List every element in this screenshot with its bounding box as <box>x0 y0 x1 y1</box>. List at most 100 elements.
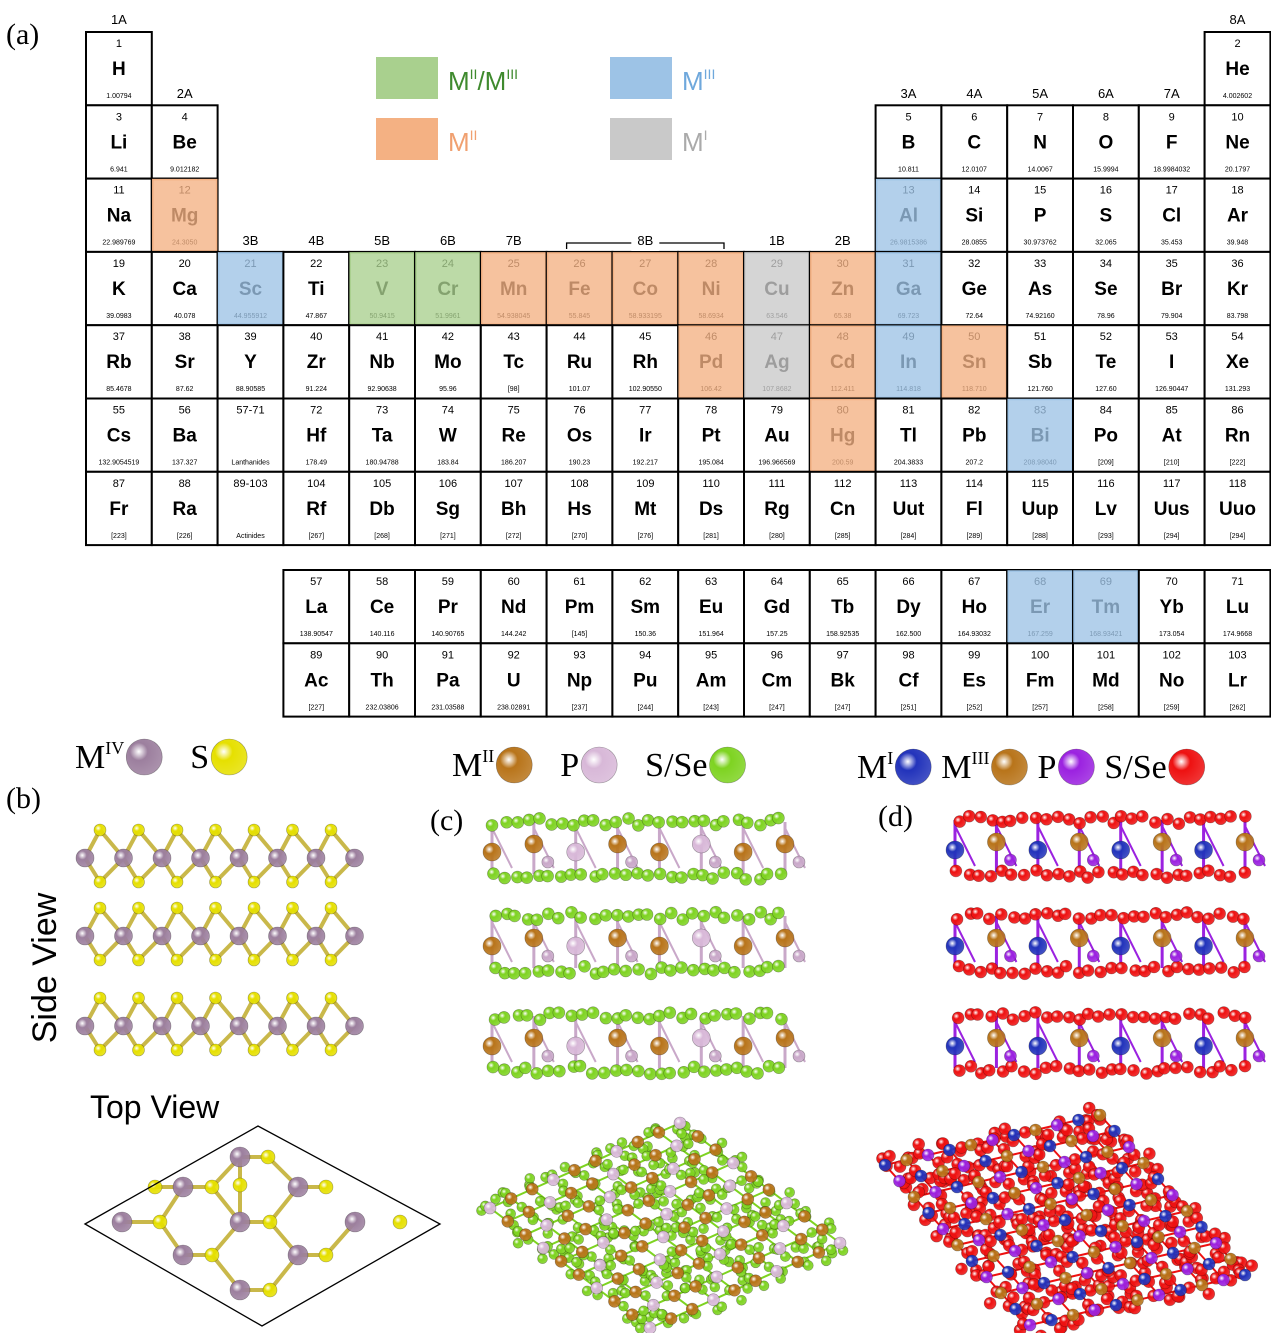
atom <box>286 991 299 1005</box>
atom <box>643 1321 657 1333</box>
atom <box>1195 1220 1208 1234</box>
atomic-number: 38 <box>179 331 191 343</box>
atomic-number: 103 <box>1228 649 1246 661</box>
cell-border <box>216 470 285 547</box>
element-cell: 37 Rb 85.4678 <box>85 324 153 400</box>
atom <box>593 1258 607 1272</box>
atom <box>568 1163 581 1177</box>
atomic-mass: 18.9984032 <box>1153 166 1190 173</box>
element-symbol: Ho <box>962 597 987 618</box>
atom <box>1169 1061 1182 1075</box>
atom <box>560 1200 571 1212</box>
atom <box>1023 1318 1037 1332</box>
element-cell: 44 Ru 101.07 <box>545 324 614 400</box>
atom <box>1015 811 1029 825</box>
side-view-slab <box>75 823 364 889</box>
atom <box>548 1249 560 1260</box>
atom <box>1001 1207 1014 1221</box>
element-symbol: Se <box>1094 279 1117 300</box>
element-cell: 74 W 183.84 <box>414 397 482 473</box>
highlight <box>1073 570 1139 644</box>
atom <box>1252 949 1266 963</box>
atom <box>1042 1228 1056 1242</box>
atom <box>524 928 544 948</box>
element-symbol: F <box>1166 132 1178 153</box>
element-cell: 47Ag107.8682 <box>743 324 811 400</box>
atomic-mass: 30.973762 <box>1024 240 1057 247</box>
atom <box>635 1240 649 1253</box>
panel-label: (d) <box>878 800 913 833</box>
atom <box>772 811 785 825</box>
atom <box>948 1167 962 1180</box>
atomic-number: 15 <box>1034 185 1046 197</box>
atomic-mass: [267] <box>309 533 325 540</box>
atom <box>1073 1229 1086 1243</box>
atom <box>1073 816 1086 830</box>
atomic-number: 85 <box>1166 405 1178 417</box>
element-cell: 29Cu63.546 <box>743 250 811 327</box>
atom <box>728 1283 741 1297</box>
atom <box>1094 965 1107 979</box>
element-symbol: Th <box>370 670 393 691</box>
element-symbol: Cl <box>1162 206 1181 227</box>
atom <box>953 1064 966 1077</box>
atom <box>566 1036 586 1056</box>
atomic-mass: [257] <box>1032 704 1048 711</box>
highlight <box>875 325 942 399</box>
atom <box>1239 810 1252 823</box>
atom <box>1043 1139 1057 1153</box>
atom <box>1109 1240 1122 1254</box>
atom <box>1137 1156 1150 1170</box>
element-cell: 38 Sr 87.62 <box>150 324 219 400</box>
atom <box>675 871 688 884</box>
atomic-mass: 164.93032 <box>958 631 991 638</box>
atom <box>489 961 502 975</box>
atom <box>601 1268 613 1280</box>
highlight <box>546 252 613 325</box>
atom <box>209 875 222 889</box>
atom <box>1237 912 1250 926</box>
atom <box>631 1135 645 1149</box>
atom <box>687 1060 701 1074</box>
atom <box>209 1043 222 1057</box>
atom <box>943 1143 956 1157</box>
atom <box>741 1192 755 1206</box>
atomic-mass: [223] <box>111 533 127 540</box>
element-cell: 10 Ne 20.1797 <box>1203 104 1271 180</box>
atom <box>1004 868 1018 881</box>
atom <box>733 936 753 956</box>
bond <box>658 1021 681 1063</box>
atomic-number: 20 <box>179 258 191 270</box>
atom <box>657 1230 670 1244</box>
atom <box>806 1227 818 1238</box>
atomic-number: 16 <box>1100 185 1112 197</box>
atom <box>653 912 667 926</box>
atom <box>936 1164 949 1178</box>
atom <box>1152 1218 1166 1232</box>
atom <box>676 913 690 926</box>
atom <box>566 936 586 956</box>
group-label: 1B <box>769 233 785 248</box>
atom <box>720 1063 733 1076</box>
atom <box>982 912 996 926</box>
element-cell: 86 Rn [222] <box>1203 397 1271 473</box>
atom <box>172 1176 194 1198</box>
legend-text: M <box>448 127 470 157</box>
element-symbol: Lr <box>1228 670 1248 691</box>
atom <box>318 1247 334 1263</box>
element-cell: 115 Uup [288] <box>1006 470 1075 547</box>
side-view-slab <box>945 1006 1266 1081</box>
atom <box>1058 1213 1072 1227</box>
atom <box>653 867 667 881</box>
element-cell: 97 Bk [247] <box>808 642 877 718</box>
element-symbol: Sm <box>631 597 661 618</box>
group-label: 3A <box>901 86 917 101</box>
atom <box>742 1283 753 1294</box>
atom <box>950 912 964 926</box>
element-cell: 28Ni58.6934 <box>677 250 746 327</box>
atom <box>751 1067 764 1080</box>
atom <box>1095 1282 1108 1296</box>
atom <box>1130 1177 1143 1191</box>
atom <box>1117 911 1130 925</box>
atom <box>545 818 558 831</box>
